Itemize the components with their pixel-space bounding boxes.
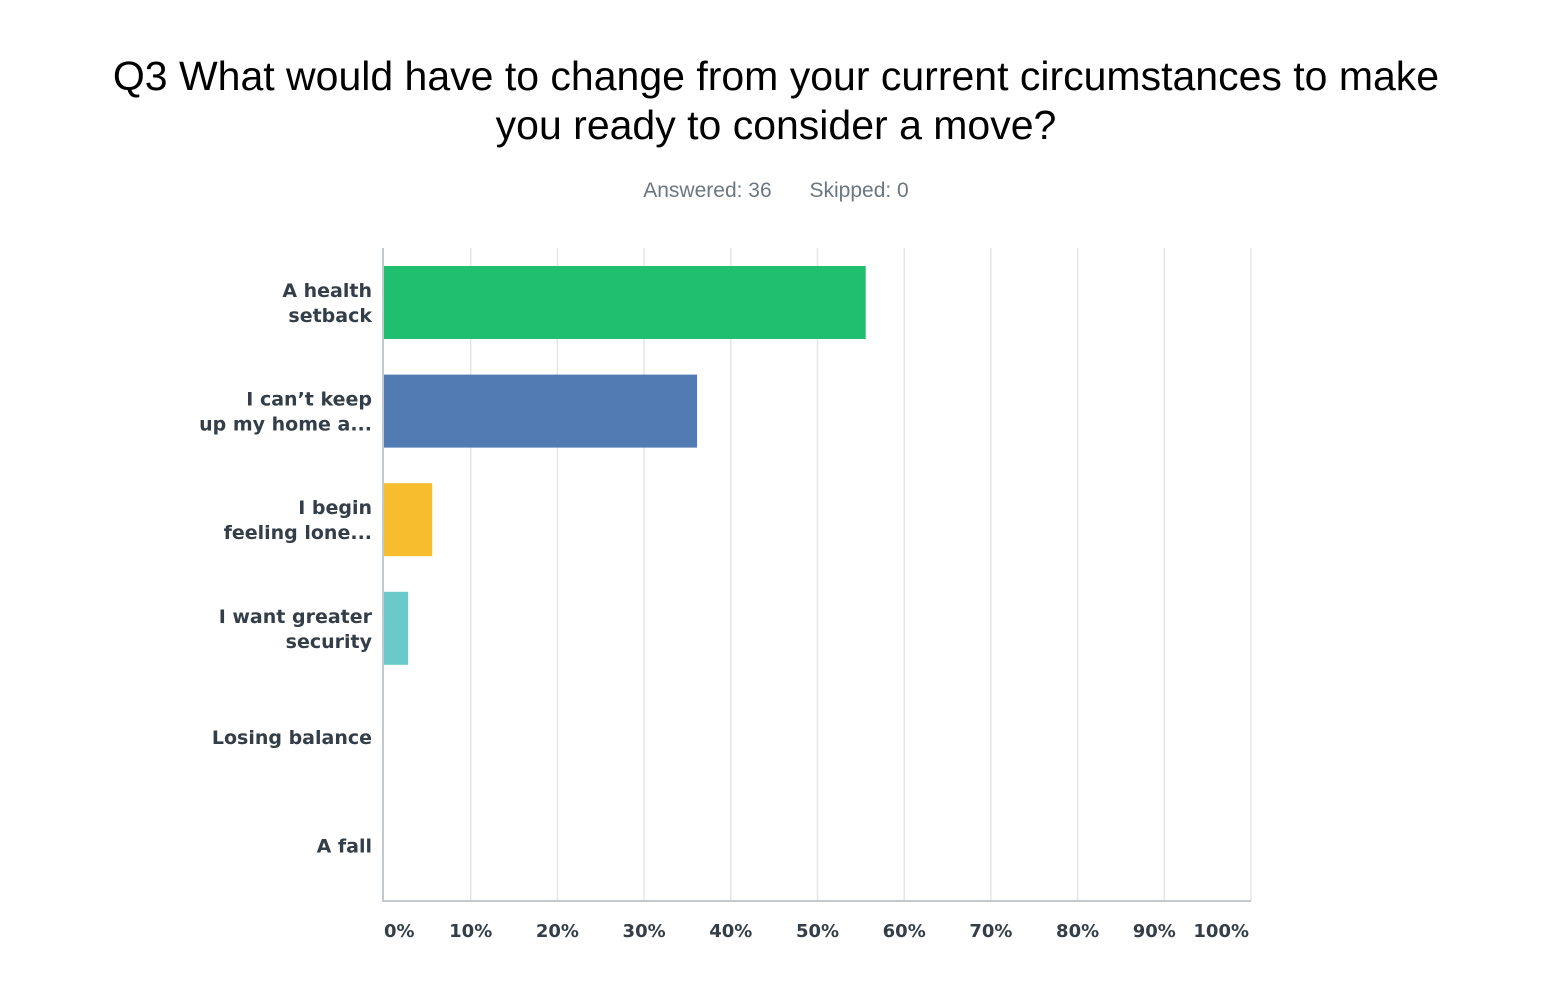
bar-3 [384,483,433,557]
category-label: A fall [317,836,372,858]
category-label: A health [282,280,372,302]
x-tick-label: 0% [384,921,415,942]
x-tick-label: 70% [969,921,1012,942]
x-tick-label: 60% [883,921,926,942]
response-summary: Answered: 36 Skipped: 0 [0,179,1552,203]
skipped-count: Skipped: 0 [809,179,909,202]
category-label: security [286,631,373,653]
category-label: I can’t keep [246,389,372,411]
x-tick-label: 10% [449,921,492,942]
chart-title-line-2: you ready to consider a move? [495,102,1057,148]
x-tick-label: 90% [1133,921,1176,942]
category-label: I begin [298,497,372,519]
x-tick-label: 80% [1056,921,1099,942]
bar-1 [384,266,866,339]
category-label: I want greater [219,606,373,628]
answered-count: Answered: 36 [643,179,772,202]
x-tick-label: 30% [623,921,666,942]
category-label: setback [288,305,372,327]
chart-title-line-1: Q3 What would have to change from your c… [112,53,1440,99]
bar-2 [384,374,698,448]
category-label: up my home a... [199,414,372,436]
x-tick-label: 100% [1193,921,1249,942]
category-label: feeling lone... [224,522,372,544]
chart-title: Q3 What would have to change from your c… [0,52,1552,150]
x-tick-label: 50% [796,921,839,942]
x-tick-label: 20% [536,921,579,942]
bar-4 [384,591,409,665]
category-label: Losing balance [212,727,372,749]
x-tick-label: 40% [709,921,752,942]
